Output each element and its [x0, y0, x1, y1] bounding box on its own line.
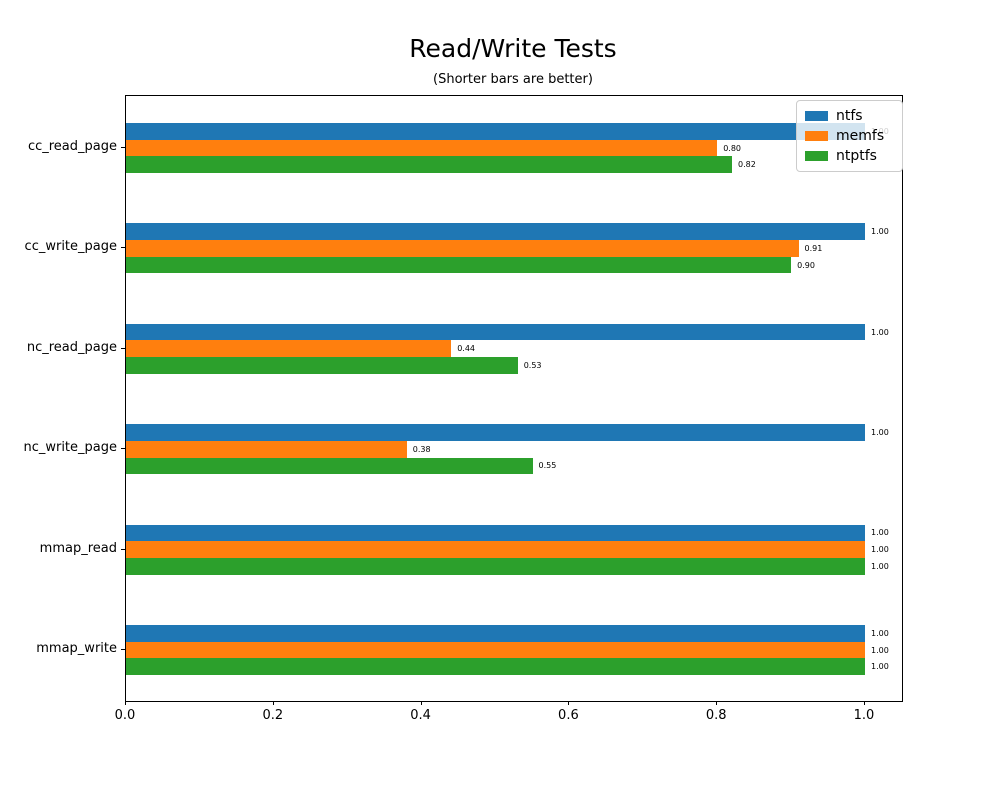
legend-swatch-ntptfs — [805, 151, 828, 161]
legend-label-memfs: memfs — [836, 128, 885, 144]
x-tick-label-0.6: 0.6 — [558, 708, 579, 723]
x-tick-label-1.0: 1.0 — [853, 708, 875, 723]
y-tick-mark — [121, 649, 125, 650]
x-tick-label-0.2: 0.2 — [262, 708, 284, 723]
y-tick-mark — [121, 247, 125, 249]
bar-ntfs-mmap_write — [126, 625, 865, 642]
bar-memfs-mmap_read — [126, 541, 865, 558]
x-tick-label-0.8: 0.8 — [705, 708, 727, 723]
x-tick-label-0.0: 0.0 — [114, 708, 136, 723]
bar-ntfs-cc_write_page — [126, 223, 865, 241]
bar-value-label: 0.91 — [804, 243, 823, 253]
bar-value-label: 0.82 — [738, 160, 756, 170]
legend-entry-memfs: memfs — [805, 126, 894, 146]
legend-label-ntptfs: ntptfs — [836, 148, 877, 164]
bar-ntptfs-cc_read_page — [126, 156, 732, 174]
legend-label-ntfs: ntfs — [836, 108, 863, 124]
x-tick-mark — [864, 701, 865, 705]
bar-value-label: 1.00 — [871, 628, 889, 638]
legend: ntfs memfs ntptfs — [796, 100, 903, 172]
bar-memfs-nc_write_page — [126, 440, 407, 458]
x-tick-mark — [716, 701, 718, 705]
x-tick-mark — [125, 701, 126, 705]
y-tick-label-nc_write_page: nc_write_page — [23, 440, 117, 456]
bar-value-label: 0.80 — [723, 143, 741, 153]
bar-memfs-cc_read_page — [126, 139, 718, 157]
legend-entry-ntfs: ntfs — [805, 106, 894, 126]
legend-swatch-memfs — [805, 131, 828, 141]
bar-value-label: 1.00 — [871, 662, 889, 672]
bar-value-label: 1.00 — [871, 428, 889, 437]
bar-value-label: 1.00 — [871, 528, 889, 538]
bar-ntfs-nc_read_page — [126, 323, 865, 341]
bar-ntptfs-nc_read_page — [126, 357, 518, 374]
bar-value-label: 0.44 — [457, 344, 475, 354]
y-tick-label-mmap_read: mmap_read — [39, 540, 117, 556]
bar-ntptfs-mmap_read — [126, 557, 865, 575]
bar-ntptfs-cc_write_page — [126, 256, 792, 274]
legend-entry-ntptfs: ntptfs — [805, 146, 894, 166]
bar-memfs-cc_write_page — [126, 240, 799, 257]
y-tick-label-cc_write_page: cc_write_page — [24, 239, 117, 255]
bar-value-label: 1.00 — [871, 327, 889, 337]
bar-ntfs-mmap_read — [126, 524, 865, 542]
legend-swatch-ntfs — [805, 111, 828, 121]
x-tick-mark — [272, 701, 274, 705]
x-tick-label-0.4: 0.4 — [410, 708, 431, 723]
y-tick-mark — [121, 548, 125, 550]
chart-subtitle: (Shorter bars are better) — [433, 72, 593, 87]
bar-value-label: 0.90 — [797, 260, 815, 270]
chart-title: Read/Write Tests — [409, 34, 617, 63]
bar-value-label: 1.00 — [871, 645, 889, 655]
bar-value-label: 1.00 — [871, 227, 889, 237]
y-tick-label-cc_read_page: cc_read_page — [27, 139, 117, 154]
bar-ntptfs-mmap_write — [126, 658, 865, 676]
y-tick-mark — [121, 147, 125, 148]
bar-value-label: 0.38 — [412, 444, 431, 454]
y-tick-label-mmap_write: mmap_write — [36, 641, 117, 656]
bar-value-label: 1.00 — [871, 561, 889, 571]
bar-ntfs-nc_write_page — [126, 424, 865, 441]
bar-value-label: 1.00 — [871, 545, 889, 555]
bar-memfs-mmap_write — [126, 641, 865, 659]
plot-area: 1.00 0.80 0.82 1.00 0.91 0.90 1.00 0.44 0.53 1.00… — [125, 95, 903, 702]
y-tick-label-nc_read_page: nc_read_page — [26, 339, 117, 355]
x-tick-mark — [568, 701, 570, 705]
y-tick-mark — [121, 448, 125, 450]
x-tick-mark — [420, 701, 422, 705]
bar-ntptfs-nc_write_page — [126, 457, 533, 475]
bar-memfs-nc_read_page — [126, 340, 452, 358]
bar-value-label: 0.55 — [538, 461, 557, 471]
bar-value-label: 0.53 — [523, 361, 542, 370]
y-tick-mark — [121, 347, 125, 349]
bar-ntfs-cc_read_page — [126, 123, 865, 140]
